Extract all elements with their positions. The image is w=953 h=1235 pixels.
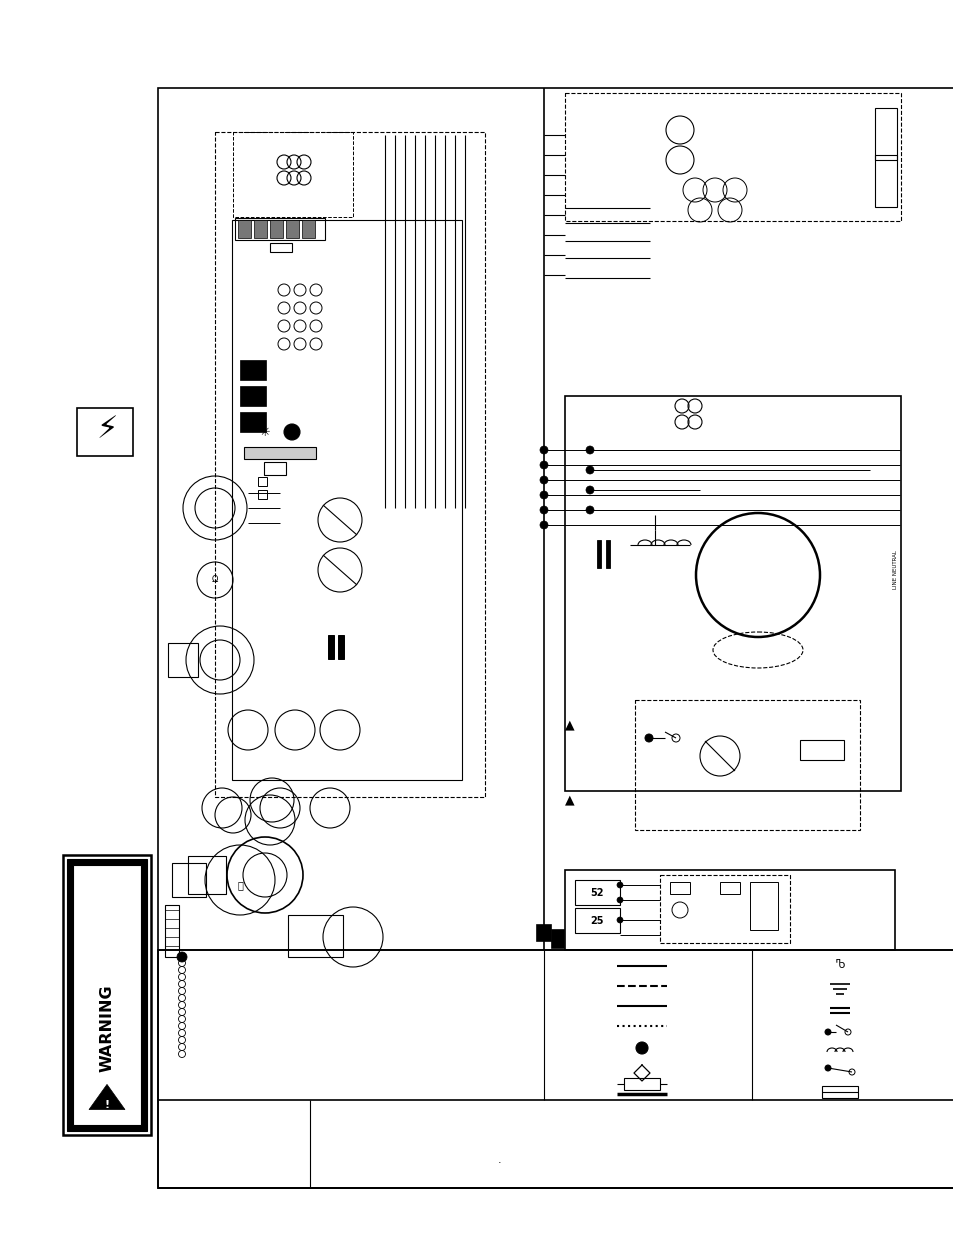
Circle shape: [539, 492, 547, 499]
Circle shape: [539, 461, 547, 469]
Bar: [214, 132, 484, 797]
Text: 52: 52: [590, 888, 603, 898]
Text: ⚡: ⚡: [96, 415, 117, 445]
Bar: [63, 855, 151, 1135]
Bar: [172, 863, 206, 897]
Bar: [552, 930, 563, 948]
Bar: [720, 882, 740, 894]
Bar: [874, 156, 896, 207]
Bar: [623, 1078, 659, 1091]
Circle shape: [824, 1065, 830, 1071]
Bar: [270, 220, 283, 238]
Polygon shape: [89, 1084, 125, 1109]
Bar: [564, 396, 900, 790]
Bar: [77, 408, 132, 456]
Bar: [635, 700, 859, 830]
Circle shape: [636, 1042, 647, 1053]
Circle shape: [585, 446, 594, 454]
Bar: [165, 905, 179, 957]
Bar: [874, 107, 896, 161]
Bar: [564, 869, 894, 950]
Bar: [188, 856, 226, 894]
Bar: [537, 925, 551, 941]
Bar: [234, 219, 325, 240]
Bar: [232, 220, 461, 781]
Bar: [270, 243, 292, 252]
Circle shape: [824, 1029, 830, 1035]
Circle shape: [585, 487, 594, 494]
Text: ▲: ▲: [564, 719, 575, 731]
Bar: [575, 908, 619, 932]
Bar: [302, 220, 314, 238]
Bar: [821, 1086, 857, 1098]
Text: !: !: [104, 1100, 110, 1110]
Text: LINE NEUTRAL: LINE NEUTRAL: [893, 551, 898, 589]
Bar: [168, 643, 198, 677]
Circle shape: [617, 897, 622, 903]
Bar: [328, 635, 334, 659]
Bar: [564, 93, 900, 221]
Bar: [257, 490, 267, 499]
Text: Ω: Ω: [212, 576, 218, 584]
Circle shape: [617, 882, 622, 888]
Circle shape: [585, 506, 594, 514]
Bar: [158, 950, 953, 1188]
Bar: [597, 540, 600, 568]
Circle shape: [539, 521, 547, 529]
Text: Ⴊ: Ⴊ: [835, 960, 843, 969]
Bar: [244, 447, 315, 459]
Text: ▲: ▲: [564, 794, 575, 806]
Bar: [749, 882, 778, 930]
Text: .: .: [497, 1155, 501, 1165]
Bar: [669, 882, 689, 894]
Bar: [264, 462, 286, 475]
Bar: [659, 876, 789, 944]
Bar: [800, 740, 843, 760]
Bar: [67, 860, 147, 1131]
Bar: [240, 412, 266, 432]
Text: ✳: ✳: [259, 426, 270, 438]
Circle shape: [617, 918, 622, 923]
Circle shape: [585, 466, 594, 474]
Circle shape: [539, 506, 547, 514]
Bar: [288, 915, 343, 957]
Text: ⌓: ⌓: [236, 881, 243, 890]
Bar: [233, 132, 353, 217]
Bar: [240, 387, 266, 406]
Bar: [158, 88, 953, 1188]
Bar: [286, 220, 298, 238]
Bar: [237, 220, 251, 238]
Circle shape: [177, 952, 187, 962]
Circle shape: [539, 475, 547, 484]
Bar: [575, 881, 619, 905]
Bar: [257, 477, 267, 487]
Bar: [605, 540, 609, 568]
Circle shape: [644, 734, 652, 742]
Circle shape: [284, 424, 299, 440]
Text: WARNING: WARNING: [99, 984, 114, 1072]
Bar: [240, 359, 266, 380]
Bar: [73, 864, 141, 1125]
Bar: [337, 635, 344, 659]
Text: 25: 25: [590, 916, 603, 926]
Bar: [253, 220, 267, 238]
Circle shape: [539, 446, 547, 454]
